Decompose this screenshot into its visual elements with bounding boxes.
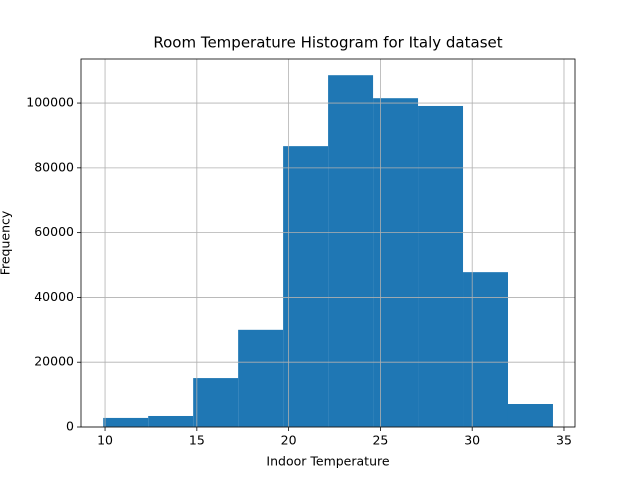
y-axis-label: Frequency — [0, 210, 13, 275]
y-tick-label: 40000 — [34, 289, 74, 304]
bar — [418, 105, 464, 427]
y-tick-label: 60000 — [34, 224, 74, 239]
x-tick-label: 30 — [464, 433, 480, 448]
bar — [193, 378, 239, 427]
bar — [507, 404, 553, 427]
axes-frame — [80, 58, 576, 428]
x-tick-label: 25 — [372, 433, 388, 448]
bar — [328, 75, 374, 428]
x-axis-label: Indoor Temperature — [266, 454, 389, 469]
y-tick-label: 100000 — [26, 95, 74, 110]
y-tick-label: 80000 — [34, 159, 74, 174]
plot-area: 10 15 20 25 30 35 0 20000 40000 60000 80000 100000 — [26, 58, 576, 448]
x-tick-label: 35 — [556, 433, 572, 448]
y-tick-label: 0 — [66, 419, 74, 434]
x-tick-label: 10 — [97, 433, 113, 448]
bar — [373, 98, 419, 428]
chart-title: Room Temperature Histogram for Italy dat… — [153, 34, 502, 52]
x-tick-label: 15 — [189, 433, 205, 448]
bar — [238, 329, 284, 427]
bar — [148, 415, 194, 427]
bar — [283, 146, 329, 427]
bar — [103, 417, 149, 427]
y-tick-label: 20000 — [34, 354, 74, 369]
x-tick-label: 20 — [281, 433, 297, 448]
bar — [463, 272, 508, 427]
